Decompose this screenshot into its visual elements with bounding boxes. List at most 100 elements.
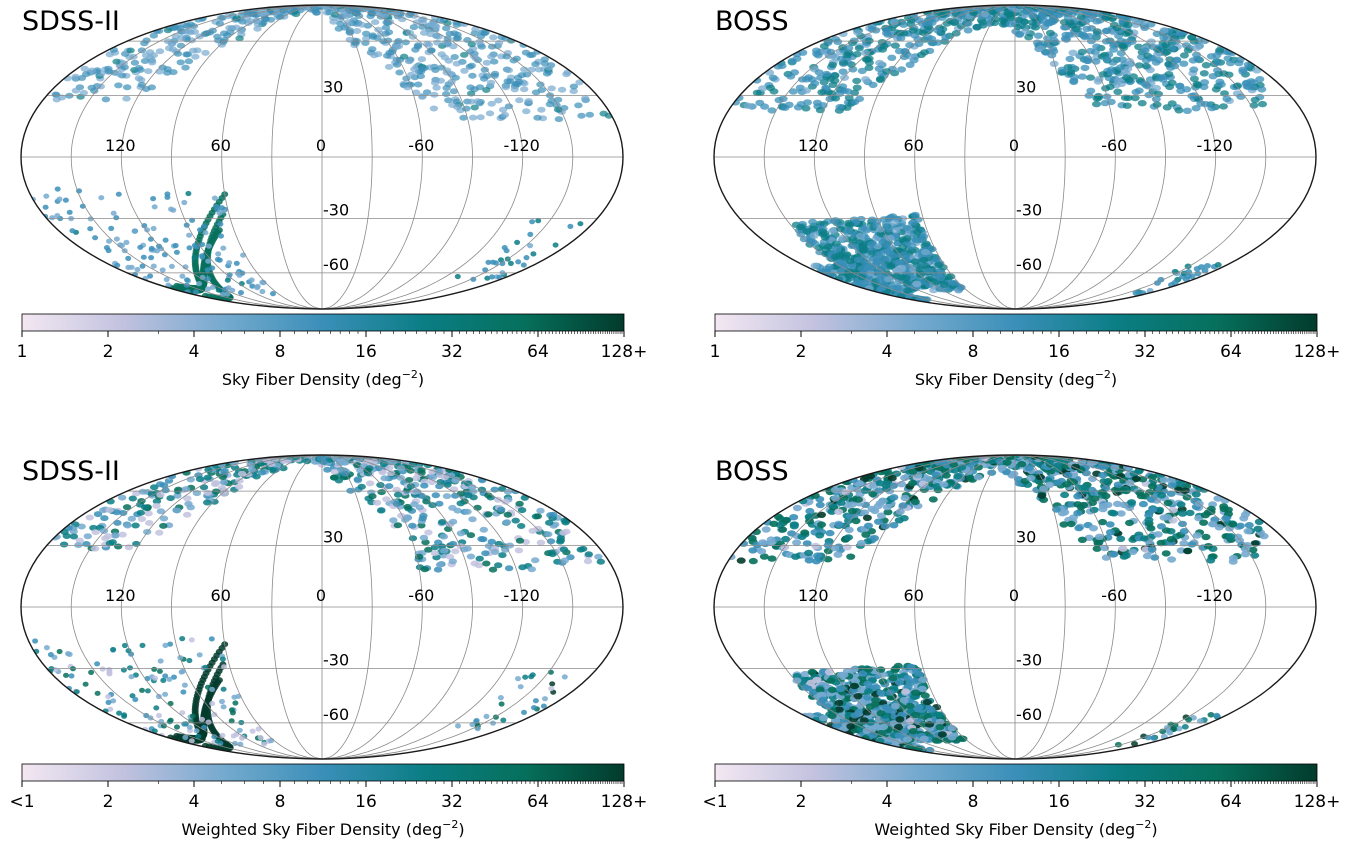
density-mark: [103, 533, 113, 540]
density-mark: [112, 58, 121, 65]
density-mark: [76, 188, 82, 194]
density-mark: [235, 477, 244, 484]
density-mark: [155, 693, 162, 700]
density-mark: [467, 90, 476, 97]
density-mark: [43, 193, 50, 199]
density-mark: [108, 225, 115, 231]
density-mark: [915, 266, 925, 273]
density-mark: [211, 734, 218, 740]
density-mark: [169, 69, 178, 76]
density-mark: [1207, 104, 1217, 112]
density-mark: [554, 116, 564, 123]
density-mark: [419, 29, 429, 36]
density-mark: [1094, 94, 1103, 101]
density-mark: [87, 226, 94, 232]
density-mark: [209, 686, 216, 693]
density-mark: [362, 35, 371, 42]
density-mark: [914, 40, 924, 47]
density-mark: [902, 280, 912, 287]
density-mark: [426, 31, 435, 38]
density-mark: [384, 29, 394, 36]
density-mark: [211, 195, 218, 201]
density-mark: [1024, 34, 1034, 41]
density-mark: [1092, 100, 1101, 108]
density-mark: [1179, 60, 1189, 67]
colorbar-tick-label: <1: [9, 792, 34, 812]
density-mark: [417, 492, 426, 499]
density-mark: [1208, 73, 1218, 80]
density-mark: [119, 242, 125, 249]
density-mark: [383, 20, 393, 26]
density-mark: [142, 86, 151, 92]
density-mark: [1220, 90, 1229, 97]
density-mark: [191, 53, 200, 60]
map-boundary: [20, 4, 624, 310]
density-mark: [191, 242, 198, 248]
density-mark: [186, 657, 193, 664]
longitude-label: 60: [211, 136, 231, 155]
density-mark: [431, 67, 440, 73]
density-mark: [181, 682, 188, 688]
density-mark: [393, 522, 403, 529]
density-mark: [1167, 556, 1177, 563]
density-mark: [83, 533, 93, 540]
density-mark: [279, 465, 288, 472]
density-mark: [156, 668, 163, 674]
density-mark: [1171, 279, 1179, 286]
density-mark: [481, 29, 490, 36]
density-mark: [172, 242, 179, 249]
density-mark: [530, 251, 537, 257]
density-mark: [581, 95, 590, 102]
density-mark: [90, 87, 99, 94]
density-mark: [868, 81, 878, 89]
density-mark: [847, 507, 857, 515]
density-mark: [838, 68, 848, 75]
density-mark: [585, 111, 594, 118]
density-mark: [357, 21, 367, 28]
density-mark: [544, 531, 553, 538]
density-mark: [1244, 522, 1254, 529]
density-mark: [410, 501, 419, 508]
density-mark: [195, 476, 205, 483]
density-mark: [205, 719, 212, 725]
density-mark: [137, 244, 144, 250]
density-mark: [1213, 59, 1223, 66]
colorbar-tick-label: 2: [103, 342, 114, 362]
density-mark: [42, 204, 49, 210]
density-mark: [891, 227, 901, 234]
density-mark: [357, 483, 366, 490]
density-mark: [71, 73, 80, 80]
density-mark: [217, 221, 224, 227]
panel-title: BOSS: [715, 456, 789, 487]
density-mark: [1140, 47, 1150, 54]
density-mark: [896, 35, 906, 42]
density-mark: [485, 259, 492, 265]
density-mark: [487, 100, 496, 107]
density-mark: [475, 555, 484, 562]
density-mark: [179, 273, 186, 279]
density-mark: [933, 39, 943, 46]
density-mark: [168, 46, 178, 53]
density-mark: [1120, 94, 1130, 101]
density-mark: [235, 35, 244, 42]
density-mark: [1006, 14, 1016, 22]
density-mark: [68, 673, 75, 679]
density-mark: [1156, 74, 1166, 81]
density-mark: [323, 466, 332, 473]
density-mark: [220, 686, 227, 692]
density-mark: [1092, 545, 1102, 552]
density-mark: [787, 57, 797, 65]
density-mark: [1191, 105, 1201, 112]
colorbar-tick-label: 8: [275, 342, 286, 362]
density-mark: [1250, 96, 1260, 104]
density-mark: [1079, 32, 1089, 39]
density-mark: [1259, 532, 1269, 540]
density-mark: [494, 40, 504, 46]
density-mark: [112, 509, 121, 516]
density-mark: [907, 242, 917, 250]
density-mark: [882, 68, 892, 75]
density-mark: [825, 263, 834, 270]
density-mark: [248, 277, 255, 283]
density-mark: [156, 712, 162, 719]
